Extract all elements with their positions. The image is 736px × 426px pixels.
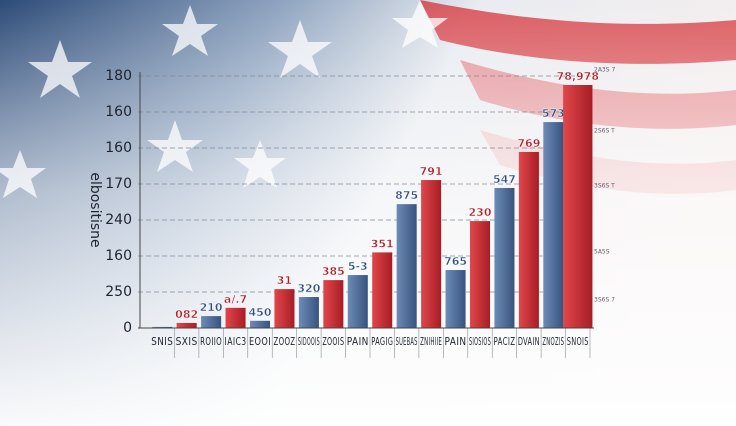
y-axis-label: elbositisne — [87, 172, 103, 247]
bar — [152, 326, 173, 328]
bar-label: 769 — [517, 137, 540, 150]
bar — [225, 307, 246, 328]
y-tick-label: 240 — [105, 212, 132, 228]
bar-label: 450 — [249, 306, 272, 319]
bar-label: 351 — [371, 237, 394, 250]
bar — [372, 252, 393, 328]
bar — [396, 204, 417, 328]
side-note: 2A3S 7 — [594, 67, 615, 74]
x-tick-label: IAIC3 — [225, 335, 247, 348]
bar — [201, 316, 222, 328]
bar-label: 791 — [420, 165, 443, 178]
x-tick-label: DVAIN — [518, 335, 540, 348]
bar — [518, 151, 539, 328]
bar — [347, 275, 368, 328]
bar — [563, 85, 593, 328]
x-tick-label: PAGIG — [371, 335, 393, 348]
y-tick-label: 160 — [105, 248, 132, 264]
bar — [274, 289, 295, 328]
x-tick-label: SIOSIOS — [469, 335, 491, 348]
bar-label: 31 — [277, 274, 292, 287]
x-tick-label: SNOIS — [567, 335, 589, 348]
bar — [176, 322, 197, 328]
y-tick-label: 250 — [105, 284, 132, 300]
bar — [298, 297, 319, 328]
bar-label: 320 — [297, 282, 320, 295]
bar — [445, 270, 466, 328]
bar-label: a/.7 — [224, 293, 247, 306]
x-tick-label: PACIZ — [493, 335, 515, 348]
x-tick-label: ZOOIS — [322, 335, 344, 348]
bar — [469, 221, 491, 328]
bar-label: 547 — [493, 173, 516, 186]
x-tick-label: ZNIHIIE — [420, 335, 442, 348]
y-tick-label: 160 — [105, 104, 132, 120]
bar-label: 875 — [395, 189, 418, 202]
side-note: 2S6S T — [594, 128, 615, 135]
x-tick-label: EOOI — [249, 335, 271, 348]
side-note: 5A5S — [594, 249, 610, 256]
x-tick-label: ROIIO — [200, 335, 222, 348]
bar — [421, 180, 442, 328]
side-note: 3S6S T — [594, 183, 615, 190]
bar-label: 573 — [542, 107, 565, 120]
x-tick-label: ZOOZ — [273, 335, 295, 348]
bar-label: 082 — [175, 308, 198, 321]
y-tick-label: 170 — [105, 176, 132, 192]
x-tick-label: PAIN — [445, 335, 467, 348]
x-tick-label: ZNOZIS — [542, 335, 564, 348]
x-tick-label: SNIS — [151, 335, 173, 348]
y-tick-label: 160 — [105, 140, 132, 156]
bar — [494, 187, 515, 328]
x-tick-label: PAIN — [347, 335, 369, 348]
bar — [543, 122, 564, 328]
x-tick-label: SIDOOIS — [298, 335, 320, 348]
bar — [323, 280, 344, 328]
x-tick-label: SUEBAS — [396, 335, 418, 348]
bar-label: 210 — [200, 301, 223, 314]
bar-label: 385 — [322, 265, 345, 278]
bar-label: 5‑3 — [348, 260, 368, 273]
bar — [249, 320, 271, 328]
x-tick-label: SXIS — [176, 335, 198, 348]
bar-label: 78,978 — [557, 70, 599, 83]
bar-label: 765 — [444, 255, 467, 268]
bar-label: 230 — [469, 206, 492, 219]
y-tick-label: 0 — [123, 320, 132, 336]
y-tick-label: 180 — [105, 68, 132, 84]
side-note: 3S6S 7 — [594, 297, 615, 304]
